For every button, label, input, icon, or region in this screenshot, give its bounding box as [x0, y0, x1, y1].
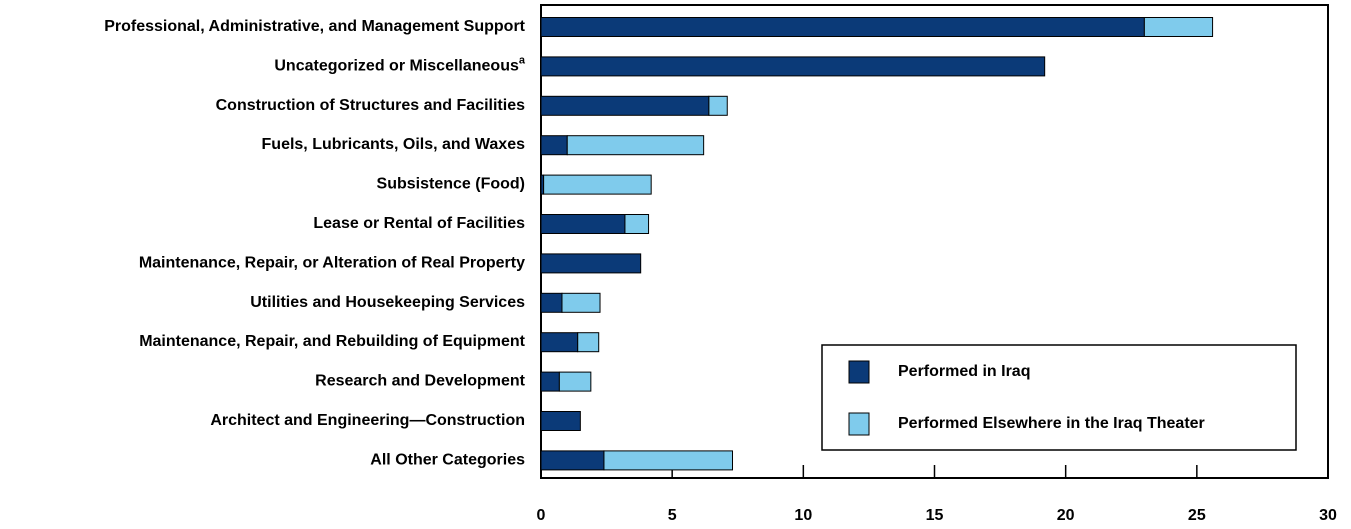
y-tick-label: Maintenance, Repair, and Rebuilding of E…	[139, 333, 525, 350]
x-tick-label: 10	[794, 507, 812, 524]
y-tick-label: Uncategorized or Miscellaneousa	[274, 54, 526, 74]
bar-segment	[540, 95, 710, 116]
bar-segment	[540, 214, 626, 234]
bar-segment	[540, 17, 1145, 37]
footnote-mark: a	[519, 54, 526, 66]
x-tick-label: 30	[1319, 507, 1337, 524]
bar-segment	[540, 56, 1046, 77]
y-tick-label: Research and Development	[315, 373, 526, 390]
bar-segment	[558, 371, 592, 392]
y-tick-label: All Other Categories	[370, 452, 525, 469]
legend-swatch	[848, 412, 870, 436]
bar-segment	[603, 450, 734, 471]
bar-segment	[540, 332, 579, 353]
x-tick-label: 20	[1057, 507, 1075, 524]
bar-segment	[540, 253, 642, 274]
bar-segment	[540, 411, 581, 431]
category-label: Maintenance, Repair, or Alteration of Re…	[139, 255, 525, 272]
x-tick-label: 25	[1188, 507, 1206, 524]
y-tick-label: Architect and Engineering—Construction	[210, 412, 525, 429]
y-tick-label: Lease or Rental of Facilities	[313, 215, 525, 232]
bar-segment	[624, 214, 650, 234]
y-tick-label: Maintenance, Repair, or Alteration of Re…	[139, 255, 525, 272]
bar-segment	[540, 371, 560, 392]
category-label: Research and Development	[315, 373, 526, 390]
category-label: Professional, Administrative, and Manage…	[104, 18, 525, 35]
category-label: Utilities and Housekeeping Services	[250, 294, 525, 311]
x-tick-label: 15	[926, 507, 944, 524]
y-tick-label: Professional, Administrative, and Manage…	[104, 18, 525, 35]
bar-segment	[708, 95, 728, 116]
category-label: Subsistence (Food)	[377, 176, 525, 193]
y-tick-label: Fuels, Lubricants, Oils, and Waxes	[262, 136, 526, 153]
bar-segment	[540, 292, 563, 313]
bar-segment	[561, 292, 601, 313]
bar-segment	[1143, 17, 1214, 37]
category-label: Construction of Structures and Facilitie…	[216, 97, 525, 114]
x-tick-label: 0	[537, 507, 546, 524]
y-tick-label: Utilities and Housekeeping Services	[250, 294, 525, 311]
y-tick-label: Subsistence (Food)	[377, 176, 525, 193]
legend-label: Performed Elsewhere in the Iraq Theater	[898, 415, 1205, 432]
category-label: Lease or Rental of Facilities	[313, 215, 525, 232]
category-label: Fuels, Lubricants, Oils, and Waxes	[262, 136, 526, 153]
bar-segment	[566, 135, 705, 156]
category-label: Maintenance, Repair, and Rebuilding of E…	[139, 333, 525, 350]
bar-segment	[540, 450, 605, 471]
bar-segment	[543, 174, 652, 195]
legend-label: Performed in Iraq	[898, 363, 1030, 380]
x-tick-label: 5	[668, 507, 677, 524]
category-label: All Other Categories	[370, 452, 525, 469]
bar-segment	[540, 135, 568, 156]
legend-box	[821, 344, 1297, 451]
bar-segment	[577, 332, 600, 353]
y-tick-label: Construction of Structures and Facilitie…	[216, 97, 525, 114]
category-label: Uncategorized or Miscellaneous	[274, 58, 519, 75]
legend-swatch	[848, 360, 870, 384]
category-label: Architect and Engineering—Construction	[210, 412, 525, 429]
